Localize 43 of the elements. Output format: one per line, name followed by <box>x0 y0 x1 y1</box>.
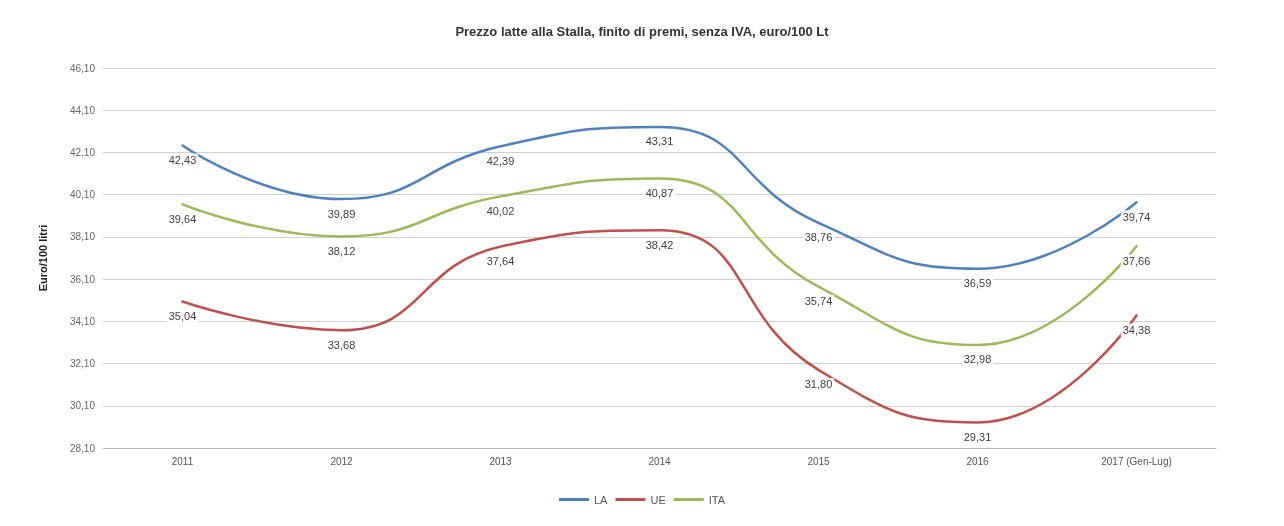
data-label: 31,80 <box>804 378 833 391</box>
data-label: 34,38 <box>1122 323 1151 336</box>
legend-label: ITA <box>708 493 726 506</box>
data-label: 39,64 <box>168 212 197 225</box>
y-tick-label: 46,10 <box>69 62 96 74</box>
y-tick-label: 44,10 <box>69 104 96 116</box>
data-label: 38,42 <box>645 238 674 251</box>
data-label: 39,74 <box>1122 210 1151 223</box>
data-label: 37,66 <box>1122 254 1151 267</box>
y-tick-label: 32,10 <box>69 358 96 370</box>
x-tick-label: 2013 <box>489 455 513 467</box>
data-label: 42,39 <box>486 154 515 167</box>
data-label: 36,59 <box>963 277 992 290</box>
chart-title: Prezzo latte alla Stalla, finito di premi, senza IVA, euro/100 Lt <box>455 24 830 39</box>
data-label: 38,12 <box>327 244 356 257</box>
data-label: 32,98 <box>963 353 992 366</box>
y-tick-label: 38,10 <box>69 231 96 243</box>
y-axis-title: Euro/100 litri <box>36 224 49 292</box>
y-tick-label: 30,10 <box>69 400 96 412</box>
data-label: 40,87 <box>645 186 674 199</box>
y-tick-label: 36,10 <box>69 273 96 285</box>
y-tick-label: 42,10 <box>69 146 96 158</box>
legend-label: UE <box>650 493 666 506</box>
data-label: 42,43 <box>168 153 197 166</box>
data-label: 33,68 <box>327 338 356 351</box>
data-label: 29,31 <box>963 430 992 443</box>
data-label: 35,74 <box>804 295 833 308</box>
y-tick-label: 40,10 <box>69 189 96 201</box>
data-label: 43,31 <box>645 135 674 148</box>
data-label: 37,64 <box>486 255 515 268</box>
data-label: 35,04 <box>168 309 197 322</box>
data-label: 38,76 <box>804 231 833 244</box>
data-label: 40,02 <box>486 204 515 217</box>
x-tick-label: 2012 <box>330 455 354 467</box>
x-tick-label: 2017 (Gen-Lug) <box>1101 455 1172 467</box>
data-label: 39,89 <box>327 207 356 220</box>
x-tick-label: 2016 <box>966 455 990 467</box>
x-tick-label: 2014 <box>648 455 672 467</box>
y-tick-label: 34,10 <box>69 315 96 327</box>
x-tick-label: 2011 <box>171 455 194 467</box>
legend-label: LA <box>593 493 609 506</box>
y-tick-label: 28,10 <box>69 442 96 454</box>
x-tick-label: 2015 <box>807 455 831 467</box>
